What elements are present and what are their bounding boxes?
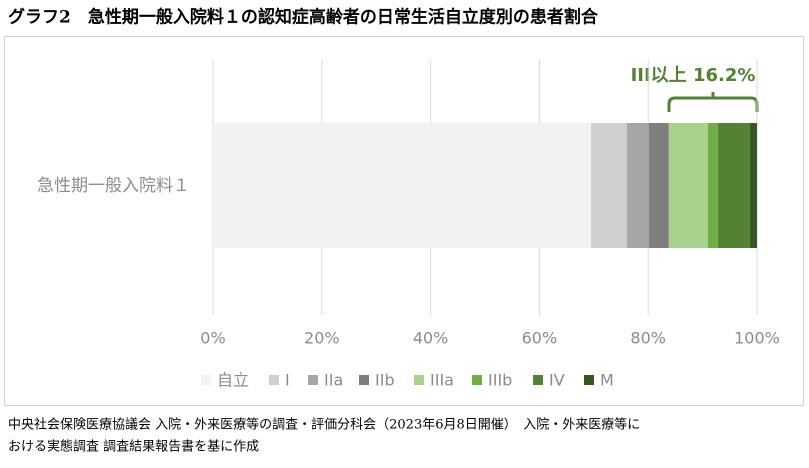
bar-segment bbox=[668, 123, 709, 248]
bar-segment bbox=[626, 123, 649, 248]
bar-segment bbox=[213, 123, 592, 248]
x-tick-label: 20% bbox=[304, 329, 340, 348]
bar-segment bbox=[591, 123, 627, 248]
category-label: 急性期一般入院料１ bbox=[37, 176, 190, 196]
annotation: III以上 16.2% bbox=[631, 65, 756, 86]
legend-label: I bbox=[285, 371, 290, 390]
legend-swatch bbox=[359, 375, 369, 385]
bar-segment bbox=[749, 123, 757, 248]
chart-frame bbox=[4, 36, 804, 406]
legend-label: M bbox=[600, 371, 614, 390]
legend-swatch bbox=[414, 375, 424, 385]
legend-swatch bbox=[472, 375, 482, 385]
legend-label: IV bbox=[549, 371, 565, 390]
bracket bbox=[667, 92, 759, 112]
legend-swatch bbox=[533, 375, 543, 385]
legend-label: IIb bbox=[375, 371, 395, 390]
legend-swatch bbox=[201, 375, 211, 385]
legend-swatch bbox=[584, 375, 594, 385]
source-note: おける実態調査 調査結果報告書を基に作成 bbox=[8, 439, 259, 455]
x-tick-label: 40% bbox=[413, 329, 449, 348]
chart-title: グラフ2 急性期一般入院料１の認知症高齢者の日常生活自立度別の患者割合 bbox=[8, 7, 599, 28]
legend-label: IIIb bbox=[488, 371, 512, 390]
x-tick-label: 60% bbox=[522, 329, 558, 348]
legend-swatch bbox=[269, 375, 279, 385]
x-tick-label: 0% bbox=[200, 329, 225, 348]
legend-label: 自立 bbox=[217, 371, 249, 390]
bar-segment bbox=[648, 123, 669, 248]
x-tick-label: 80% bbox=[630, 329, 666, 348]
legend-label: IIIa bbox=[430, 371, 454, 390]
x-tick-label: 100% bbox=[734, 329, 780, 348]
source-note: 中央社会保険医療協議会 入院・外来医療等の調査・評価分科会（2023年6月8日開… bbox=[8, 417, 640, 433]
bar-segment bbox=[708, 123, 718, 248]
bar-segment bbox=[717, 123, 750, 248]
legend-label: IIa bbox=[324, 371, 343, 390]
legend-swatch bbox=[308, 375, 318, 385]
